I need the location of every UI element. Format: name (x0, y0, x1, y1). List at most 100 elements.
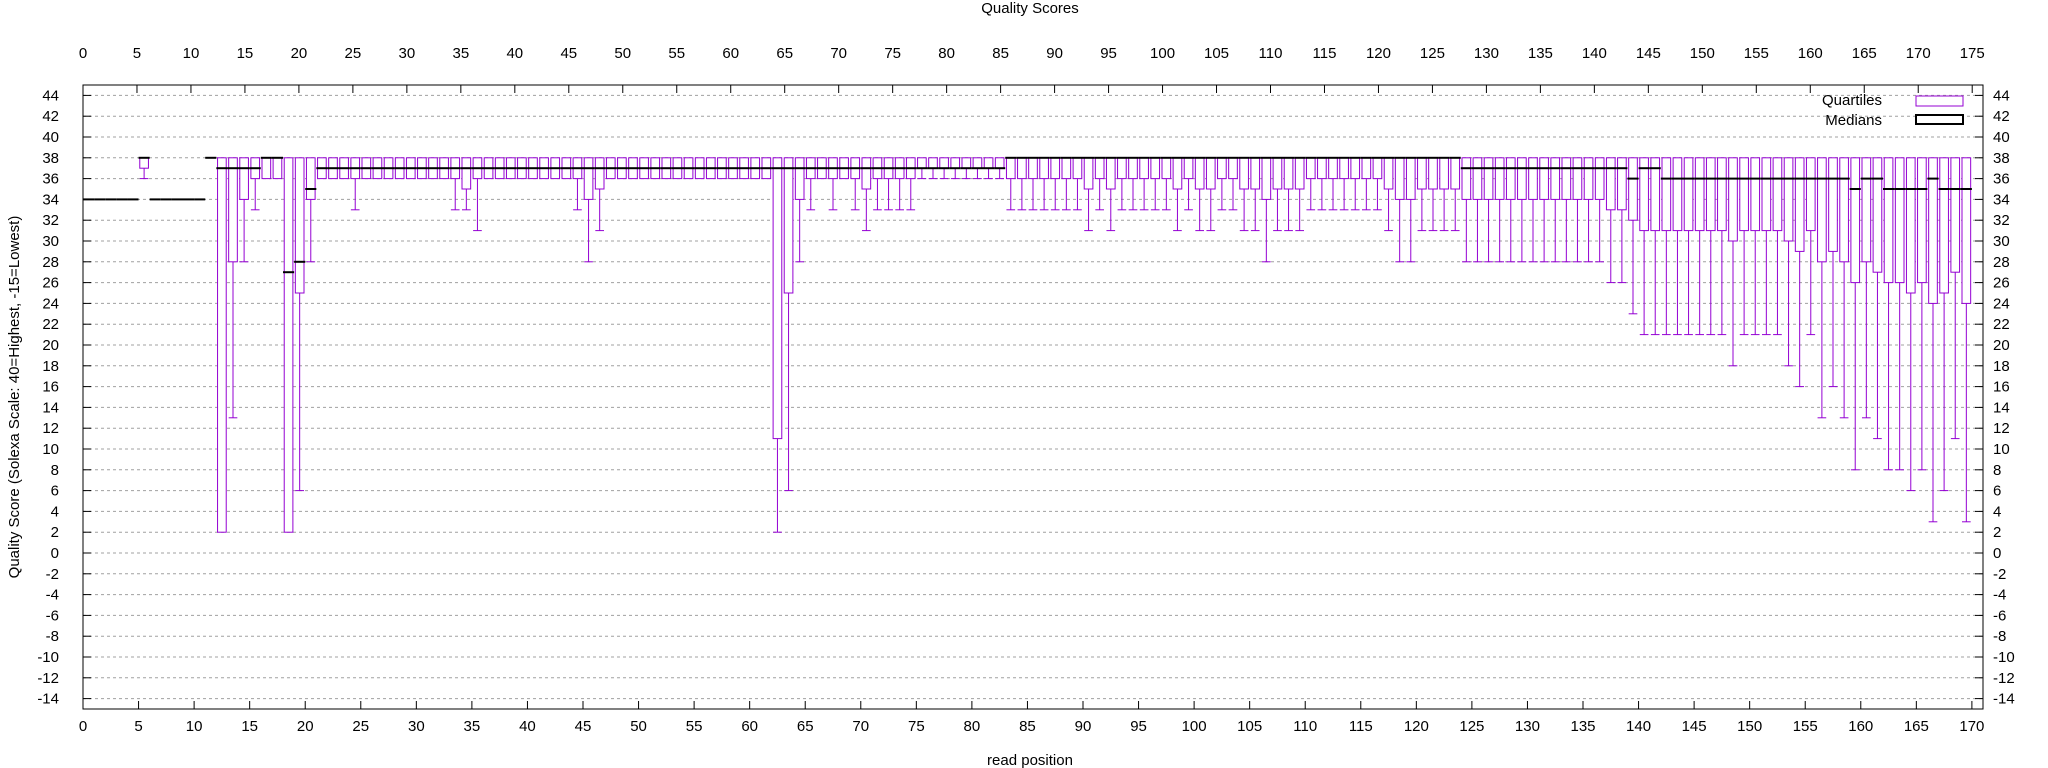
x-tick-label-top: 50 (614, 45, 631, 62)
y-tick-label-left: 18 (42, 358, 59, 375)
y-tick-label-right: -14 (1993, 691, 2015, 708)
quartile-box (1750, 157, 1761, 232)
quartile-box (583, 157, 594, 200)
y-tick-label-left: -2 (46, 566, 59, 583)
x-tick-label-bottom: 45 (575, 718, 592, 735)
y-tick-label-right: 16 (1993, 379, 2010, 396)
legend-quartiles-swatch (1915, 95, 1964, 107)
x-tick-label-bottom: 70 (852, 718, 869, 735)
x-tick-label-top: 25 (345, 45, 362, 62)
quartile-box (1194, 157, 1205, 190)
quartile-box (1017, 157, 1027, 180)
quartile-box (1150, 157, 1161, 180)
quartile-box (1894, 157, 1905, 284)
x-tick-label-bottom: 50 (630, 718, 647, 735)
quartile-box (1705, 157, 1716, 232)
y-tick-label-left: 22 (42, 316, 59, 333)
quartile-box (1383, 157, 1394, 190)
y-tick-label-left: 24 (42, 295, 59, 312)
quartile-box (1428, 157, 1438, 190)
x-tick-label-bottom: 155 (1793, 718, 1818, 735)
x-tick-label-top: 155 (1744, 45, 1769, 62)
quartile-box (1739, 157, 1749, 232)
chart-title: Quality Scores (981, 0, 1079, 17)
quartile-box (950, 157, 961, 169)
y-tick-label-right: 44 (1993, 87, 2010, 104)
y-tick-label-right: 6 (1993, 483, 2001, 500)
y-tick-label-left: 26 (42, 275, 59, 292)
y-tick-label-right: 14 (1993, 399, 2010, 416)
x-tick-label-bottom: 10 (186, 718, 203, 735)
y-tick-label-right: -4 (1993, 587, 2006, 604)
quartile-box (1339, 157, 1349, 180)
x-tick-label-bottom: 40 (519, 718, 536, 735)
x-tick-label-top: 60 (722, 45, 739, 62)
quartile-box (1317, 157, 1327, 180)
legend-medians-swatch (1915, 114, 1964, 125)
quartile-box (1394, 157, 1405, 200)
y-tick-label-left: -12 (37, 670, 59, 687)
x-tick-label-bottom: 80 (964, 718, 981, 735)
quartile-box (994, 157, 1005, 169)
quartile-box (1572, 157, 1583, 200)
x-tick-label-bottom: 65 (797, 718, 814, 735)
quartile-box (1061, 157, 1072, 180)
x-tick-label-top: 15 (237, 45, 254, 62)
quartile-box (1694, 157, 1705, 232)
x-tick-label-bottom: 60 (741, 718, 758, 735)
y-tick-label-left: -14 (37, 691, 59, 708)
x-tick-label-bottom: 35 (464, 718, 481, 735)
y-tick-label-right: 18 (1993, 358, 2010, 375)
quartile-box (228, 157, 238, 263)
quartile-box (1328, 157, 1338, 180)
y-tick-label-left: -6 (46, 607, 59, 624)
quartile-box (939, 157, 949, 169)
quartile-box (1839, 157, 1849, 263)
y-tick-label-right: 26 (1993, 275, 2010, 292)
x-tick-label-top: 85 (992, 45, 1009, 62)
x-tick-label-bottom: 160 (1848, 718, 1873, 735)
quartile-box (1872, 157, 1883, 273)
x-tick-label-top: 105 (1204, 45, 1229, 62)
quartile-box (1639, 157, 1649, 232)
y-tick-label-right: -12 (1993, 670, 2015, 687)
quartile-box (1917, 157, 1927, 284)
quartile-box (1205, 157, 1216, 190)
quartile-box (1772, 157, 1783, 232)
quartile-box (1628, 157, 1638, 221)
x-tick-label-top: 0 (79, 45, 87, 62)
x-tick-label-top: 80 (938, 45, 955, 62)
x-tick-label-bottom: 0 (79, 718, 87, 735)
quartile-box (783, 157, 794, 294)
quartile-box (217, 157, 227, 533)
x-tick-label-top: 135 (1528, 45, 1553, 62)
y-tick-label-left: 40 (42, 129, 59, 146)
quartile-box (861, 157, 872, 190)
quartile-box (1617, 157, 1627, 211)
x-tick-label-top: 40 (506, 45, 523, 62)
quartile-box (139, 157, 149, 169)
y-tick-label-left: -8 (46, 628, 59, 645)
x-tick-label-top: 45 (560, 45, 577, 62)
quartile-box (1605, 157, 1616, 211)
x-tick-label-top: 110 (1259, 45, 1283, 62)
quartile-box (1405, 157, 1416, 200)
x-tick-label-bottom: 125 (1459, 718, 1484, 735)
x-tick-label-bottom: 110 (1293, 718, 1317, 735)
y-tick-label-left: 8 (51, 462, 59, 479)
quartile-box (928, 157, 938, 169)
x-tick-label-top: 75 (884, 45, 901, 62)
quartile-box (1250, 157, 1261, 190)
quartile-box (1794, 157, 1805, 252)
quartile-box (1105, 157, 1116, 190)
x-axis-label: read position (987, 752, 1073, 768)
x-tick-label-top: 125 (1420, 45, 1445, 62)
legend-quartiles-label: Quartiles (1822, 92, 1882, 109)
quartile-box (1805, 157, 1816, 232)
x-tick-label-top: 115 (1313, 45, 1337, 62)
x-tick-label-bottom: 145 (1682, 718, 1707, 735)
quartile-box (1828, 157, 1838, 252)
quartile-box (1517, 157, 1527, 200)
plot-series (83, 156, 1972, 533)
